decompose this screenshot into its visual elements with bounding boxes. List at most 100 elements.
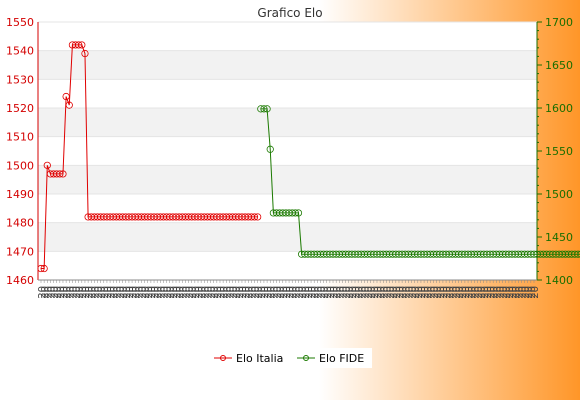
legend-label-elo-fide: Elo FIDE [319, 352, 364, 365]
x-axis-tick-label: 20 [442, 286, 453, 299]
left-axis-tick-label: 1520 [6, 102, 34, 115]
x-axis-tick-label: 20 [354, 286, 365, 299]
x-axis-tick-label: 20 [517, 286, 528, 299]
x-axis-tick-label: 20 [87, 286, 98, 299]
left-axis-tick-label: 1470 [6, 245, 34, 258]
plot-band [38, 165, 537, 194]
x-axis-tick-label: 20 [266, 286, 277, 299]
x-axis-tick-label: 20 [386, 286, 397, 299]
x-axis-tick-label: 20 [46, 286, 57, 299]
plot-band [38, 22, 537, 51]
x-axis-tick-label: 20 [181, 286, 192, 299]
x-axis-tick-label: 20 [94, 286, 105, 299]
data-point-elo-italia [56, 170, 64, 178]
x-axis-tick-label: 20 [439, 286, 450, 299]
x-axis-tick-label: 20 [458, 286, 469, 299]
data-point-elo-italia [40, 264, 48, 273]
x-axis-tick-label: 20 [238, 286, 249, 299]
x-axis-tick-label: 20 [335, 286, 346, 299]
x-axis-tick-label: 20 [137, 286, 148, 299]
x-axis-tick-label: 20 [257, 286, 268, 299]
x-axis-tick-label: 20 [398, 286, 409, 299]
x-axis-tick-label: 20 [279, 286, 290, 299]
x-axis-tick-label: 20 [486, 286, 497, 299]
x-axis-tick-label: 20 [524, 286, 535, 299]
x-axis-tick-label: 20 [65, 286, 76, 299]
series-line-elo-italia [41, 44, 258, 270]
x-axis-tick-label: 20 [307, 286, 318, 299]
plot-band [38, 79, 537, 108]
x-axis-tick-label: 20 [191, 286, 202, 299]
legend-marker-elo-italia [220, 355, 226, 361]
data-point-elo-fide [291, 209, 299, 217]
x-axis-tick-label: 20 [499, 286, 510, 299]
x-axis-tick-label: 20 [294, 286, 305, 299]
x-axis-tick-label: 20 [467, 286, 478, 299]
x-axis-tick-label: 20 [203, 286, 214, 299]
x-axis-tick-label: 20 [514, 286, 525, 299]
x-axis-tick-label: 20 [134, 286, 145, 299]
x-axis-tick-label: 20 [326, 286, 337, 299]
left-axis-tick-label: 1500 [6, 159, 34, 172]
x-axis-tick-label: 20 [216, 286, 227, 299]
x-axis-tick-label: 20 [301, 286, 312, 299]
plot-band [38, 251, 537, 280]
data-point-elo-fide [266, 145, 274, 153]
x-axis-tick-label: 20 [489, 286, 500, 299]
x-axis-tick-label: 20 [90, 286, 101, 299]
legend-label-elo-italia: Elo Italia [236, 352, 283, 365]
x-axis-tick-label: 20 [392, 286, 403, 299]
x-axis-tick-label: 20 [433, 286, 444, 299]
data-point-elo-italia [250, 213, 259, 221]
x-axis-tick-label: 20 [232, 286, 243, 299]
x-axis-tick-label: 20 [364, 286, 375, 299]
x-axis-tick-label: 20 [109, 286, 120, 299]
x-axis-tick-label: 20 [84, 286, 95, 299]
x-axis-tick-label: 20 [288, 286, 299, 299]
x-axis-tick-label: 20 [222, 286, 233, 299]
x-axis-tick-label: 20 [200, 286, 211, 299]
x-axis-tick-label: 20 [345, 286, 356, 299]
x-axis-tick-label: 20 [323, 286, 334, 299]
x-axis-tick-label: 20 [505, 286, 516, 299]
x-axis-tick-label: 20 [492, 286, 503, 299]
x-axis-tick-label: 20 [251, 286, 262, 299]
left-y-axis: 1460 1470 1480 1490 1500 1510 1520 1530 1540 1550 [6, 16, 39, 287]
right-axis-tick-label: 1500 [545, 188, 573, 201]
x-axis-tick-label: 20 [423, 286, 434, 299]
x-axis-tick-label: 20 [464, 286, 475, 299]
x-axis-tick-label: 20 [451, 286, 462, 299]
plot-bands [38, 22, 537, 280]
x-axis-tick-label: 20 [420, 286, 431, 299]
x-axis-tick-label: 20 [178, 286, 189, 299]
x-axis-tick-label: 20 [53, 286, 64, 299]
data-point-elo-italia [43, 161, 51, 169]
data-point-elo-italia [62, 92, 70, 101]
x-axis-tick-label: 20 [273, 286, 284, 299]
data-point-elo-italia [81, 49, 89, 58]
x-axis-tick-label: 20 [473, 286, 484, 299]
x-axis-tick-label: 20 [417, 286, 428, 299]
plot-band [38, 136, 537, 166]
x-axis-tick-label: 20 [470, 286, 481, 299]
x-axis-tick-label: 20 [370, 286, 381, 299]
x-axis-tick-label: 20 [106, 286, 117, 299]
right-axis-tick-label: 1400 [545, 274, 573, 287]
data-point-elo-italia [37, 264, 45, 273]
x-axis-tick-label: 20 [436, 286, 447, 299]
x-axis-tick-label: 20 [448, 286, 459, 299]
x-axis-tick-label: 20 [166, 286, 177, 299]
left-axis-tick-label: 1550 [6, 16, 34, 29]
x-axis-tick-label: 20 [430, 286, 441, 299]
right-axis-tick-label: 1700 [545, 16, 573, 29]
x-axis-tick-label: 20 [59, 286, 70, 299]
plot-band [38, 222, 537, 252]
x-axis-tick-label: 20 [81, 286, 92, 299]
x-axis-tick-label: 20 [348, 286, 359, 299]
plot-band [38, 50, 537, 80]
x-axis-tick-label: 20 [172, 286, 183, 299]
x-axis-tick-label: 20 [229, 286, 240, 299]
x-axis-tick-label: 20 [379, 286, 390, 299]
right-axis-tick-label: 1600 [545, 102, 573, 115]
data-point-elo-italia [65, 101, 73, 109]
